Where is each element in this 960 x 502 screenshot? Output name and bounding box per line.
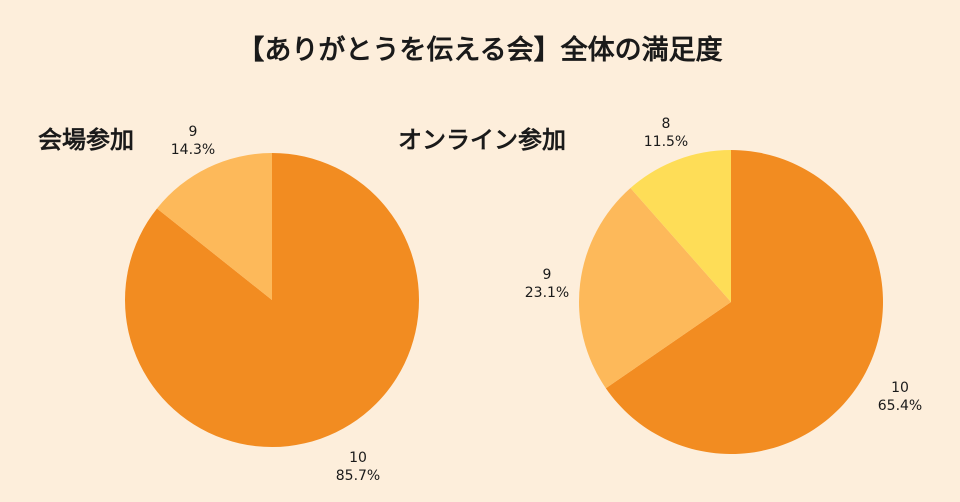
pie-online-slice-8 (630, 150, 731, 302)
pie-title-venue: 会場参加 (38, 126, 134, 154)
pie-venue-slice-9 (156, 153, 272, 300)
pie-venue-label-9: 9 (189, 124, 198, 140)
pie-venue-label-10: 10 (349, 450, 367, 466)
pie-venue-percent-9: 14.3% (171, 142, 215, 158)
pie-online-label-8: 8 (662, 116, 671, 132)
chart-title: 【ありがとうを伝える会】全体の満足度 (237, 35, 723, 66)
pie-online-label-9: 9 (543, 267, 552, 283)
pie-online-percent-8: 11.5% (644, 134, 688, 150)
pie-online-percent-9: 23.1% (525, 285, 569, 301)
pie-online-percent-10: 65.4% (878, 398, 922, 414)
pie-venue-percent-10: 85.7% (336, 468, 380, 484)
pie-title-online: オンライン参加 (398, 126, 566, 154)
pie-online-label-10: 10 (891, 380, 909, 396)
pie-online-slice-10 (605, 150, 883, 454)
pie-online-slice-9 (579, 187, 731, 389)
